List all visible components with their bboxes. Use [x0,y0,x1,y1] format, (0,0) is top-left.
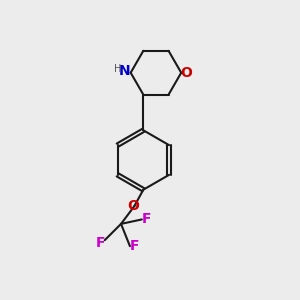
Text: F: F [130,239,139,253]
Text: N: N [118,64,130,78]
Text: H: H [114,64,121,74]
Text: O: O [181,66,193,80]
Text: F: F [142,212,151,226]
Text: O: O [127,199,139,213]
Text: F: F [95,236,105,250]
